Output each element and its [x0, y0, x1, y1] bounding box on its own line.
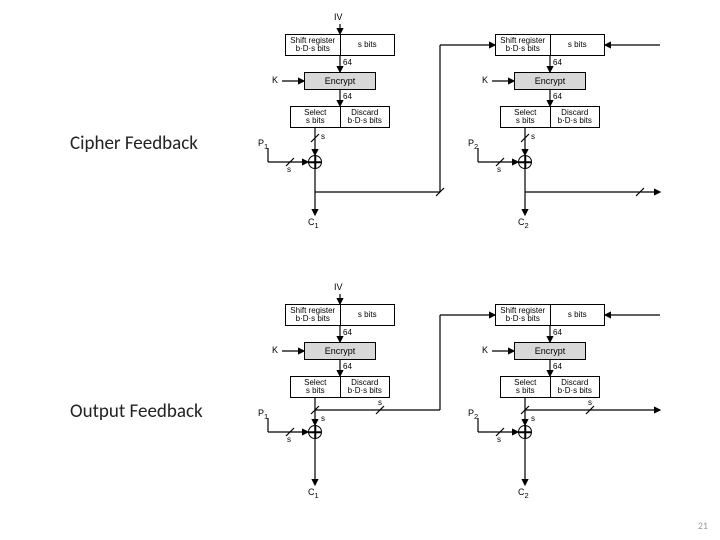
select-cell: Selects bits [291, 377, 341, 397]
page-number: 21 [698, 519, 708, 532]
ofb-xor-2 [518, 425, 532, 439]
cfb-select-1: Selects bits Discardb·D·s bits [290, 106, 390, 128]
cfb-c2: C2 [518, 217, 529, 230]
ofb-64-a: 64 [343, 328, 352, 337]
shiftreg-right: s bits [551, 305, 605, 325]
ofb-iv-label: IV [334, 282, 343, 292]
ofb-s-a: s [321, 414, 325, 423]
select-cell: Selects bits [291, 107, 341, 127]
cfb-diagram: IV Shift registerb·D·s bits s bits Shift… [230, 20, 670, 250]
cfb-k-2: K [482, 75, 488, 85]
ofb-k-1: K [272, 345, 278, 355]
cfb-k-1: K [272, 75, 278, 85]
cfb-select-2: Selects bits Discardb·D·s bits [500, 106, 600, 128]
cfb-s-a: s [321, 132, 325, 141]
ofb-select-2: Selects bits Discardb·D·s bits [500, 376, 600, 398]
ofb-xor-1 [308, 425, 322, 439]
ofb-shiftreg-2: Shift registerb·D·s bits s bits [495, 304, 605, 326]
ofb-64-b: 64 [343, 362, 352, 371]
shiftreg-left: Shift registerb·D·s bits [496, 35, 551, 55]
ofb-p2: P2 [468, 408, 478, 421]
ofb-c1: C1 [308, 487, 319, 500]
shiftreg-left: Shift registerb·D·s bits [286, 35, 341, 55]
ofb-s-fb1: s [378, 398, 382, 407]
ofb-s-p1: s [287, 435, 291, 444]
cfb-s-b: s [531, 132, 535, 141]
cfb-encrypt-2: Encrypt [514, 72, 586, 90]
ofb-encrypt-2: Encrypt [514, 342, 586, 360]
cfb-xor-2 [518, 155, 532, 169]
cfb-c1: C1 [308, 217, 319, 230]
ofb-s-fb2: s [588, 398, 592, 407]
shiftreg-right: s bits [341, 35, 395, 55]
discard-cell: Discardb·D·s bits [551, 107, 600, 127]
cfb-64-d: 64 [553, 92, 562, 101]
ofb-s-p2: s [497, 435, 501, 444]
cfb-s-p1: s [287, 165, 291, 174]
select-cell: Selects bits [501, 377, 551, 397]
cfb-64-a: 64 [343, 58, 352, 67]
discard-cell: Discardb·D·s bits [341, 377, 390, 397]
cfb-64-c: 64 [553, 58, 562, 67]
cfb-s-p2: s [497, 165, 501, 174]
cfb-title: Cipher Feedback [70, 132, 198, 155]
ofb-k-2: K [482, 345, 488, 355]
cfb-shiftreg-2: Shift registerb·D·s bits s bits [495, 34, 605, 56]
shiftreg-left: Shift registerb·D·s bits [496, 305, 551, 325]
discard-cell: Discardb·D·s bits [551, 377, 600, 397]
cfb-p1: P1 [258, 138, 268, 151]
cfb-encrypt-1: Encrypt [304, 72, 376, 90]
cfb-iv-label: IV [334, 12, 343, 22]
ofb-encrypt-1: Encrypt [304, 342, 376, 360]
cfb-64-b: 64 [343, 92, 352, 101]
ofb-diagram: IV Shift registerb·D·s bits s bits Shift… [230, 290, 670, 520]
select-cell: Selects bits [501, 107, 551, 127]
ofb-select-1: Selects bits Discardb·D·s bits [290, 376, 390, 398]
cfb-xor-1 [308, 155, 322, 169]
discard-cell: Discardb·D·s bits [341, 107, 390, 127]
ofb-shiftreg-1: Shift registerb·D·s bits s bits [285, 304, 395, 326]
ofb-p1: P1 [258, 408, 268, 421]
ofb-c2: C2 [518, 487, 529, 500]
ofb-title: Output Feedback [70, 400, 203, 423]
ofb-s-b: s [531, 414, 535, 423]
shiftreg-left: Shift registerb·D·s bits [286, 305, 341, 325]
cfb-p2: P2 [468, 138, 478, 151]
cfb-shiftreg-1: Shift registerb·D·s bits s bits [285, 34, 395, 56]
shiftreg-right: s bits [551, 35, 605, 55]
ofb-64-c: 64 [553, 328, 562, 337]
shiftreg-right: s bits [341, 305, 395, 325]
ofb-64-d: 64 [553, 362, 562, 371]
